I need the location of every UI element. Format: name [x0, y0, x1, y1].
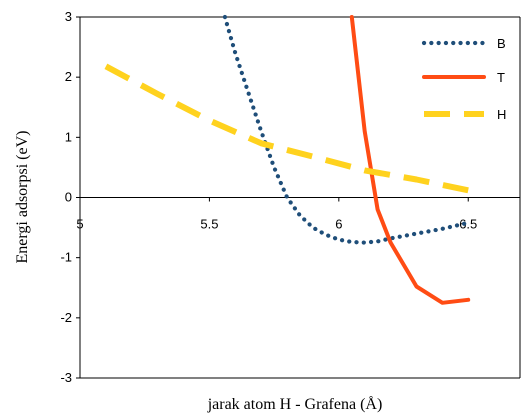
x-axis-ticks: 5 5.5 6 6.5	[76, 197, 477, 232]
legend-label-t: T	[497, 70, 505, 85]
y-axis-ticks: 3 2 1 0 -1 -2 -3	[60, 9, 80, 385]
y-tick-label: 1	[65, 129, 72, 144]
series-line-b	[222, 14, 471, 245]
y-axis-title: Energi adsorpsi (eV)	[14, 131, 31, 264]
x-tick-label: 5	[76, 217, 83, 232]
legend-label-h: H	[497, 107, 506, 122]
legend-label-b: B	[497, 36, 506, 51]
x-tick-label: 6	[335, 217, 342, 232]
y-tick-label: -3	[60, 370, 72, 385]
plot-frame	[79, 16, 521, 379]
x-tick-label: 6.5	[459, 217, 477, 232]
y-tick-label: 2	[65, 69, 72, 84]
y-tick-label: 3	[65, 9, 72, 24]
y-tick-label: -2	[60, 310, 72, 325]
x-axis-title: jarak atom H - Grafena (Å)	[207, 395, 383, 413]
y-tick-label: 0	[65, 190, 72, 205]
series-line-t	[349, 15, 471, 305]
legend: B T H	[421, 36, 506, 122]
series-line-h	[104, 63, 469, 194]
series-lines	[104, 14, 471, 305]
x-tick-label: 5.5	[200, 217, 218, 232]
y-tick-label: -1	[60, 250, 72, 265]
